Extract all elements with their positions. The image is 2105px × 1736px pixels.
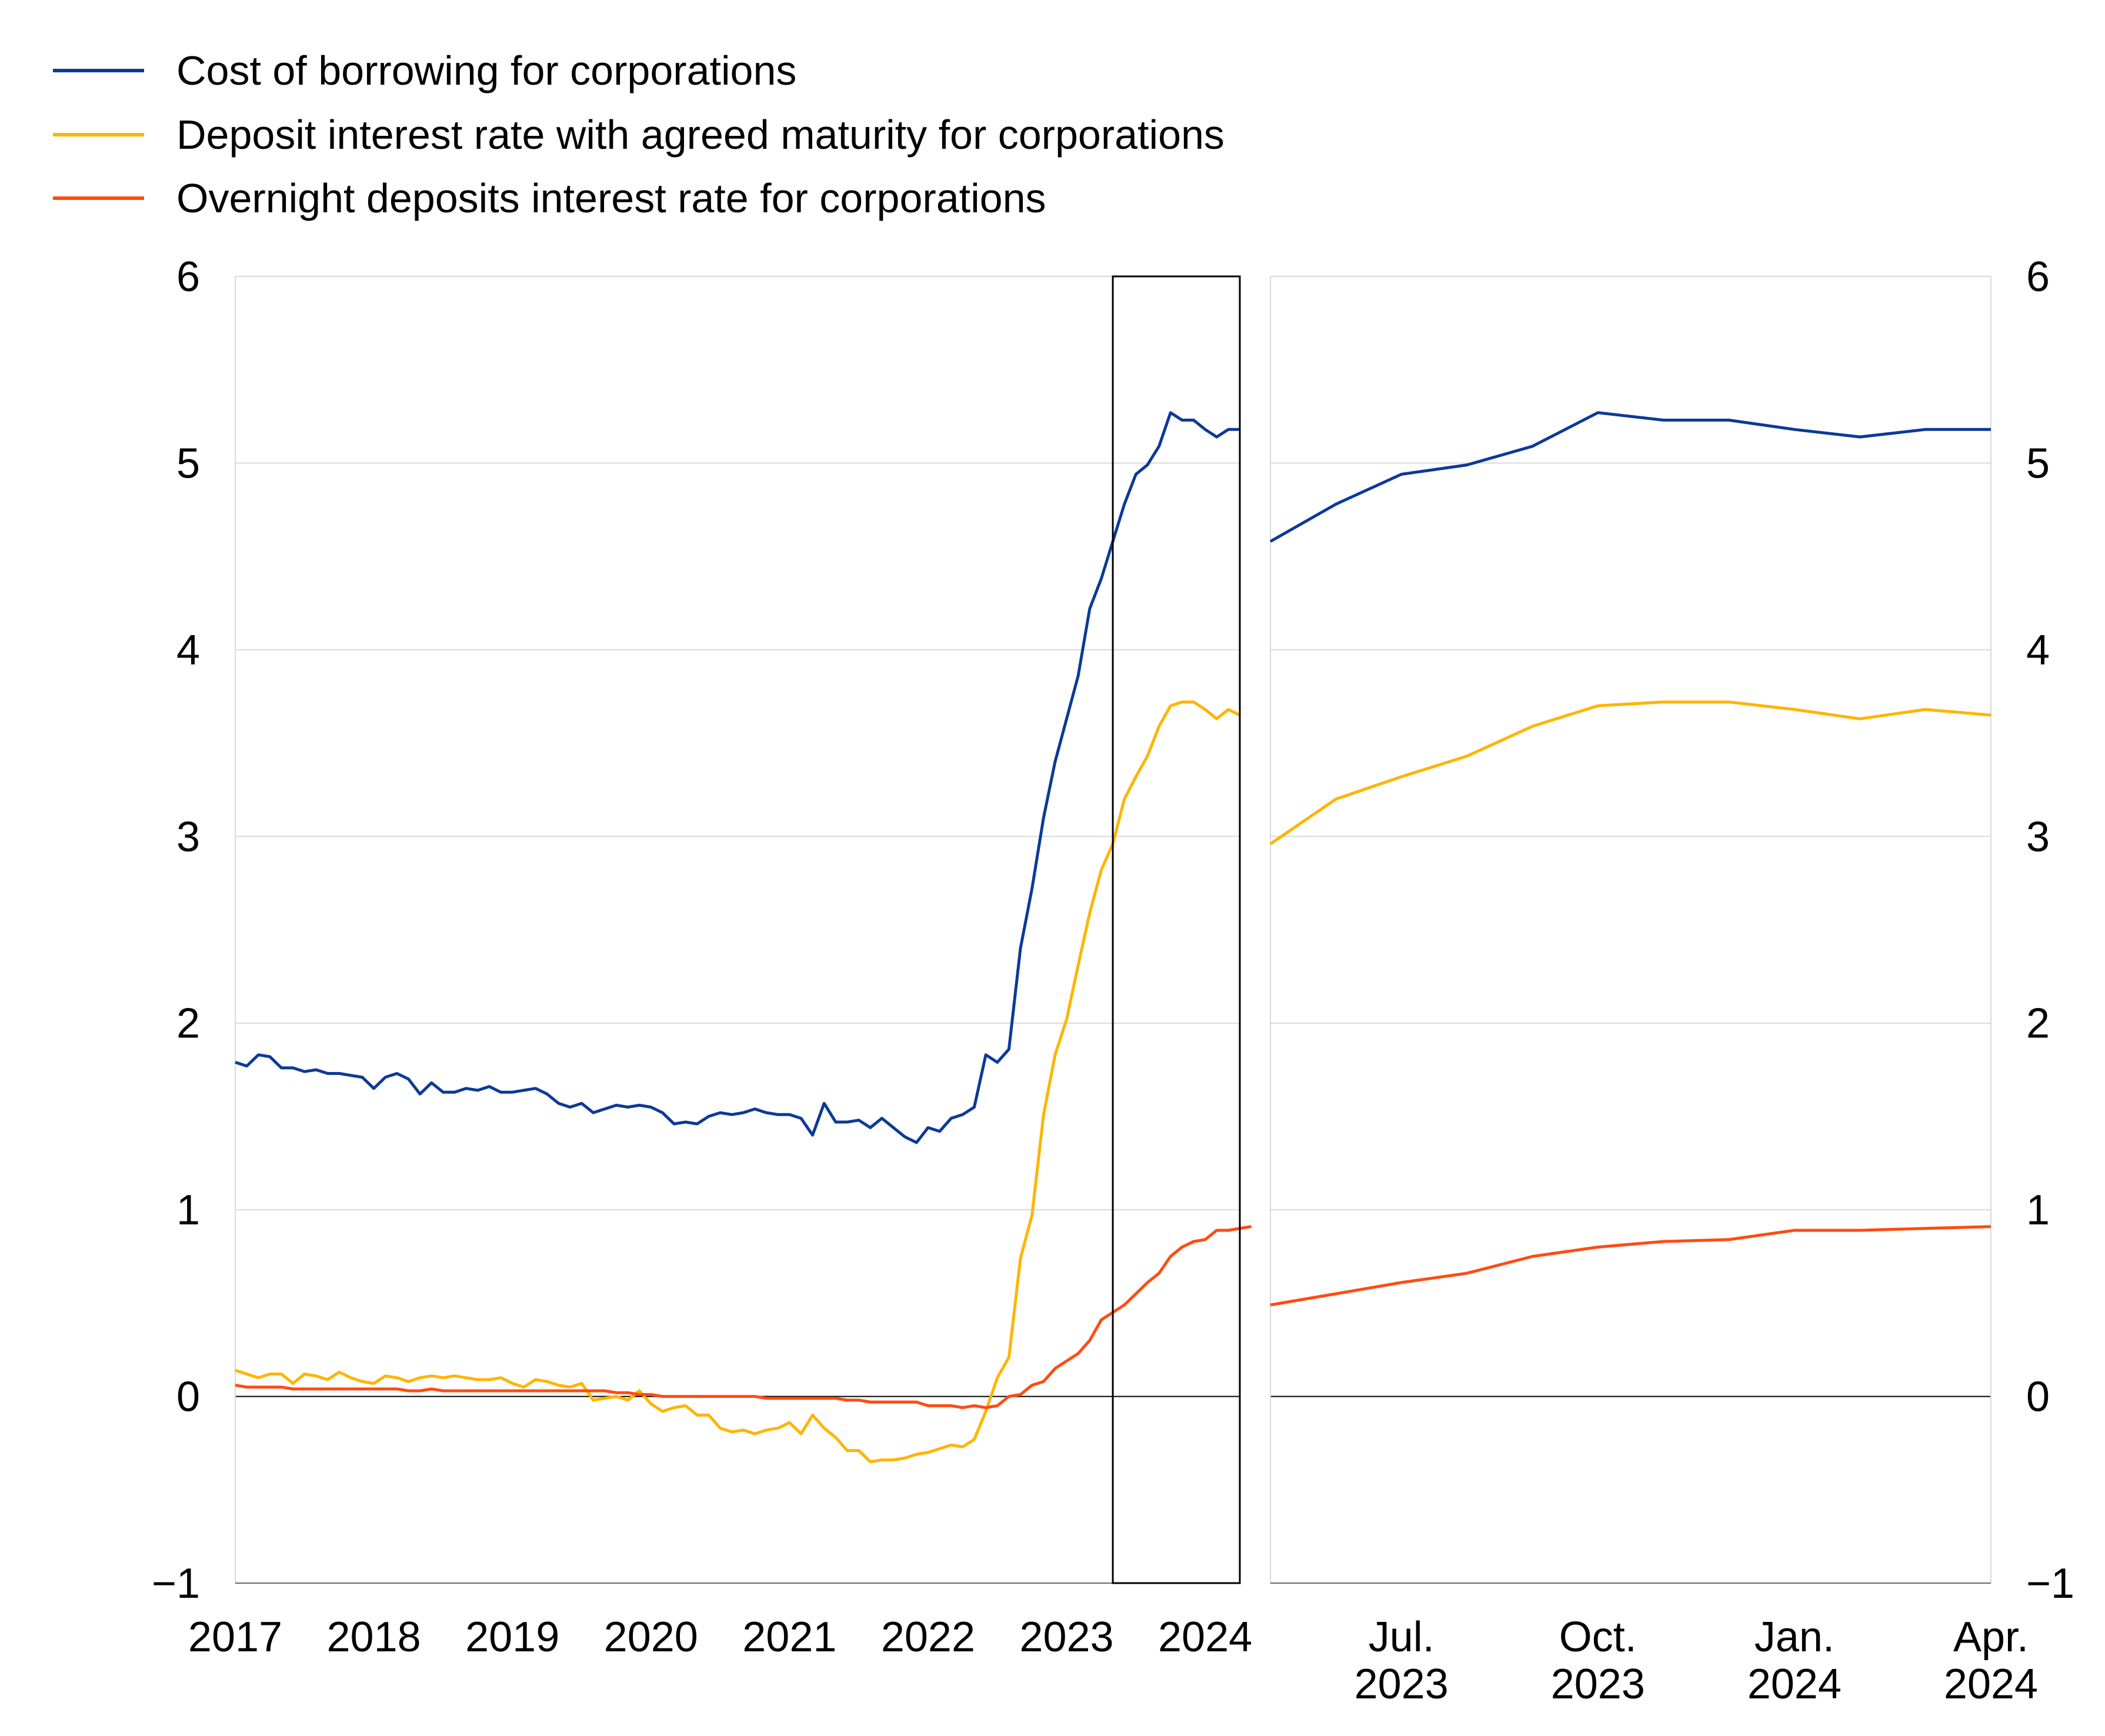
y-tick-label-right: −1 <box>2026 1560 2074 1607</box>
y-tick-label-right: 6 <box>2026 253 2050 301</box>
series-line-left-deposit <box>235 700 1241 1464</box>
x-tick-label-right-year: 2024 <box>1747 1661 1842 1708</box>
y-tick-label-right: 2 <box>2026 1000 2050 1047</box>
x-tick-label-left: 2018 <box>327 1614 421 1661</box>
y-tick-label-right: 0 <box>2026 1374 2050 1421</box>
x-tick-label-right: Apr. <box>1953 1614 2029 1661</box>
y-tick-label-left: 5 <box>176 440 200 487</box>
x-tick-label-left: 2023 <box>1019 1614 1113 1661</box>
y-tick-label-right: 5 <box>2026 440 2050 487</box>
legend-item-deposit: Deposit interest rate with agreed maturi… <box>53 112 1225 158</box>
legend-label-deposit: Deposit interest rate with agreed maturi… <box>176 112 1225 158</box>
x-tick-label-right-year: 2023 <box>1355 1661 1449 1708</box>
legend: Cost of borrowing for corporations Depos… <box>53 48 1225 221</box>
y-tick-label-right: 4 <box>2026 627 2050 674</box>
right-panel <box>1269 411 1991 1307</box>
y-tick-label-left: −1 <box>152 1560 200 1607</box>
grid <box>235 276 1991 1584</box>
x-tick-label-right: Jan. <box>1754 1614 1834 1661</box>
series-line-right-cost <box>1269 411 1991 543</box>
x-tick-label-left: 2017 <box>188 1614 282 1661</box>
series-line-right-overnight <box>1270 1225 1991 1307</box>
y-tick-label-left: 4 <box>176 627 200 674</box>
y-tick-label-left: 0 <box>176 1374 200 1421</box>
legend-label-cost: Cost of borrowing for corporations <box>176 48 796 94</box>
axis-labels: −1 −1 0 0 1 1 2 2 3 3 4 4 5 5 6 6 2017 2018 2019 2020 2021 20… <box>152 253 2074 1708</box>
x-tick-label-left: 2021 <box>742 1614 836 1661</box>
highlight-box <box>1112 275 1241 1584</box>
x-tick-label-left: 2020 <box>604 1614 698 1661</box>
series-line-left-cost <box>235 411 1240 1144</box>
x-tick-label-left: 2024 <box>1158 1614 1252 1661</box>
x-tick-label-left: 2019 <box>465 1614 559 1661</box>
y-tick-label-left: 2 <box>176 1000 200 1047</box>
x-tick-label-right: Jul. <box>1369 1614 1435 1661</box>
y-tick-label-left: 3 <box>176 813 200 860</box>
legend-label-overnight: Overnight deposits interest rate for cor… <box>176 175 1046 221</box>
y-tick-label-left: 6 <box>176 253 200 301</box>
x-tick-label-right: Oct. <box>1559 1614 1637 1661</box>
x-tick-label-right-year: 2023 <box>1551 1661 1645 1708</box>
series-line-right-deposit <box>1269 700 1991 846</box>
left-panel <box>235 275 1252 1584</box>
x-tick-label-left: 2022 <box>881 1614 975 1661</box>
x-tick-label-right-year: 2024 <box>1944 1661 2038 1708</box>
y-tick-label-right: 1 <box>2026 1187 2050 1234</box>
legend-item-overnight: Overnight deposits interest rate for cor… <box>53 175 1046 221</box>
y-tick-label-right: 3 <box>2026 813 2050 860</box>
legend-item-cost: Cost of borrowing for corporations <box>53 48 796 94</box>
series-line-left-overnight <box>235 1225 1252 1410</box>
y-tick-label-left: 1 <box>176 1187 200 1234</box>
